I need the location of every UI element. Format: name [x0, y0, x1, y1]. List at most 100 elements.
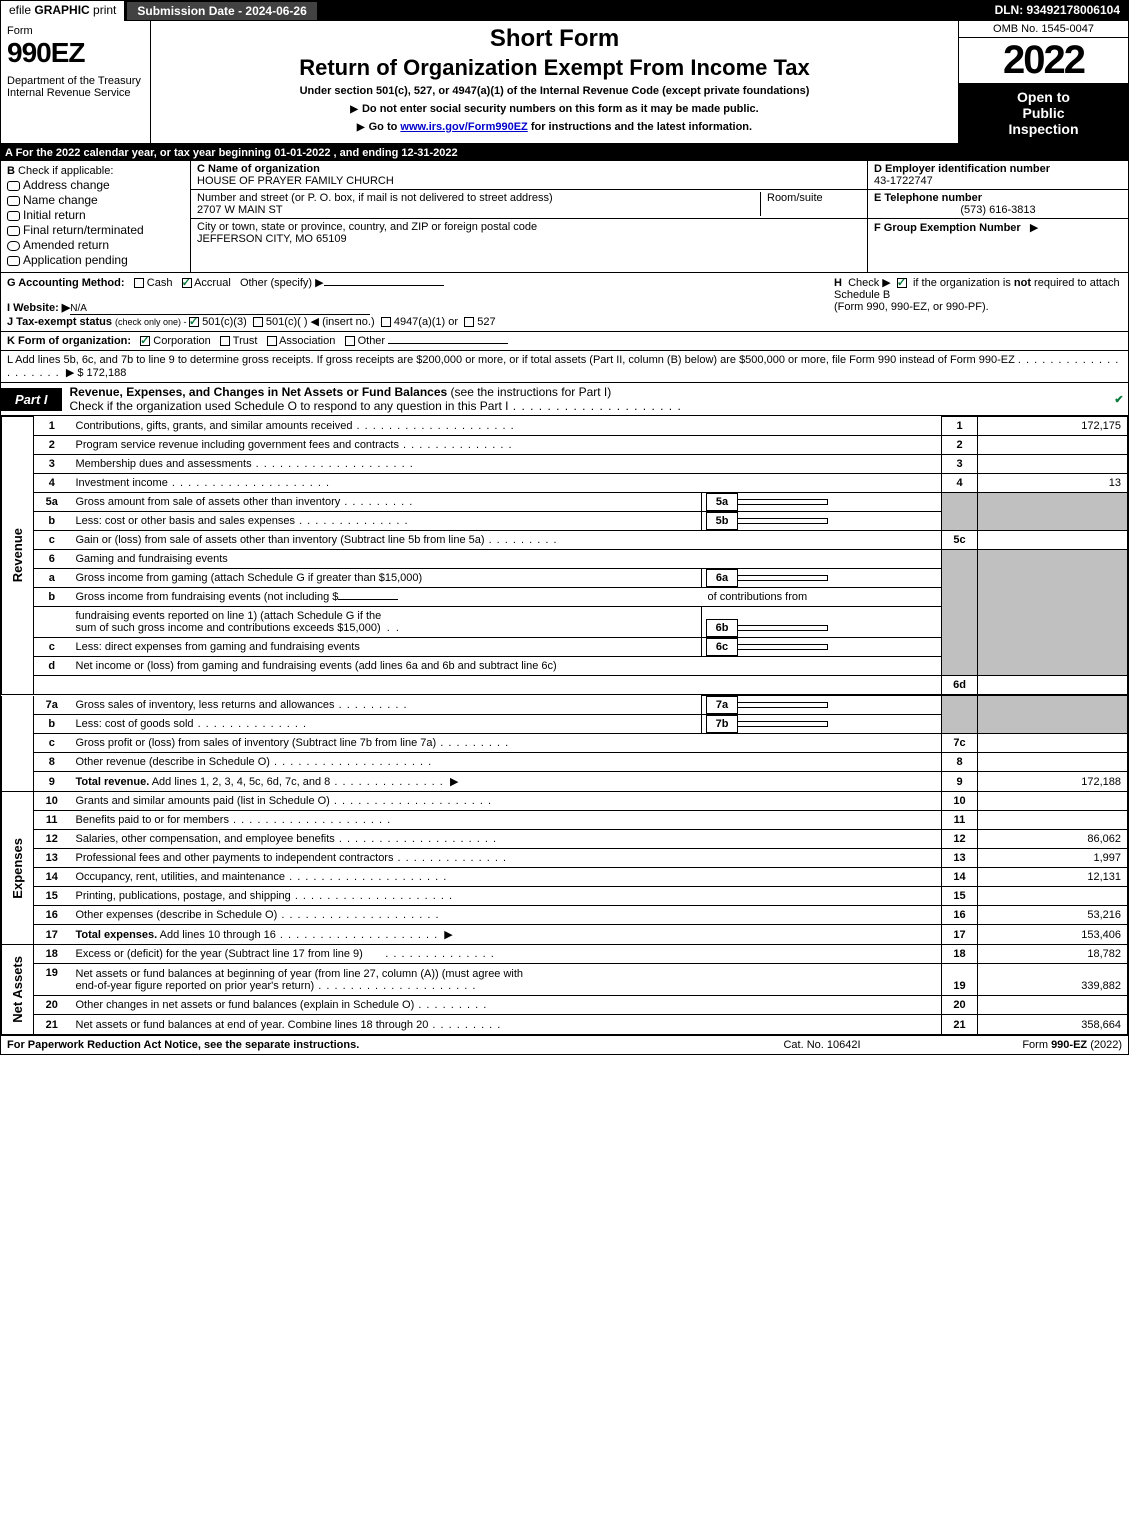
- l6b-num: b: [34, 588, 70, 607]
- efile-prefix: efile: [9, 3, 34, 17]
- cb-final-return[interactable]: Final return/terminated: [7, 223, 184, 237]
- revenue-label: Revenue: [8, 520, 27, 590]
- cb-application-pending[interactable]: Application pending: [7, 253, 184, 267]
- netassets-label: Net Assets: [8, 948, 27, 1031]
- l6b-desc2-cell: of contributions from: [702, 588, 942, 607]
- l19-rnum: 19: [942, 964, 978, 996]
- cb-initial-return[interactable]: Initial return: [7, 208, 184, 222]
- part-i-tab: Part I: [1, 388, 62, 411]
- part-i-checkbox[interactable]: ✔: [1110, 393, 1128, 406]
- k-label: K Form of organization:: [7, 335, 131, 347]
- header-right: OMB No. 1545-0047 2022 Open toPublicInsp…: [958, 21, 1128, 143]
- cb-cash[interactable]: [134, 278, 144, 288]
- cb3-label: Initial return: [23, 208, 86, 222]
- l7a-desc: Gross sales of inventory, less returns a…: [70, 696, 702, 715]
- submission-date: Submission Date - 2024-06-26: [126, 1, 317, 21]
- l7a-subcell: 7a: [702, 696, 942, 715]
- k-opt2: Trust: [233, 335, 258, 347]
- l15-rnum: 15: [942, 887, 978, 906]
- l14-desc-text: Occupancy, rent, utilities, and maintena…: [76, 871, 286, 883]
- l5b-desc-text: Less: cost or other basis and sales expe…: [76, 515, 296, 527]
- row-7a: 7a Gross sales of inventory, less return…: [2, 696, 1128, 715]
- revenue-vlabel2: [2, 696, 34, 792]
- l6b-blank[interactable]: [338, 599, 398, 600]
- cb-corporation[interactable]: [140, 336, 150, 346]
- part-i-dots: [508, 399, 681, 413]
- addr-label: Number and street (or P. O. box, if mail…: [197, 192, 553, 204]
- l5b-subval: [738, 518, 828, 524]
- other-org-input[interactable]: [388, 343, 508, 344]
- l6a-desc: Gross income from gaming (attach Schedul…: [70, 569, 702, 588]
- main-table: Revenue 1 Contributions, gifts, grants, …: [1, 416, 1128, 695]
- l13-amt: 1,997: [978, 849, 1128, 868]
- row-2: 2 Program service revenue including gove…: [2, 436, 1128, 455]
- j-opt2b: ◀ (insert no.): [311, 316, 375, 328]
- l2-desc: Program service revenue including govern…: [70, 436, 942, 455]
- l5a-desc: Gross amount from sale of assets other t…: [70, 493, 702, 512]
- cb-501c[interactable]: [253, 317, 263, 327]
- l5b-subcell: 5b: [702, 512, 942, 531]
- efile-suffix: print: [93, 3, 116, 17]
- cb-address-change[interactable]: Address change: [7, 178, 184, 192]
- efile-bold: GRAPHIC: [34, 3, 93, 17]
- l5-shade2: [978, 493, 1128, 531]
- l15-desc-text: Printing, publications, postage, and shi…: [76, 890, 291, 902]
- l9-desc2: Add lines 1, 2, 3, 4, 5c, 6d, 7c, and 8: [149, 776, 330, 788]
- cb-amended-return[interactable]: Amended return: [7, 238, 184, 252]
- l20-amt: [978, 995, 1128, 1014]
- l5a-sub: 5a: [706, 493, 738, 511]
- revenue-vlabel: Revenue: [2, 417, 34, 695]
- form-990ez-page: efile GRAPHIC print Submission Date - 20…: [0, 0, 1129, 1055]
- cb-trust[interactable]: [220, 336, 230, 346]
- l20-desc: Other changes in net assets or fund bala…: [70, 995, 942, 1014]
- cb-other-org[interactable]: [345, 336, 355, 346]
- l5c-num: c: [34, 531, 70, 550]
- l12-rnum: 12: [942, 830, 978, 849]
- l7b-sub: 7b: [706, 715, 738, 733]
- part-i-header: Part I Revenue, Expenses, and Changes in…: [1, 382, 1128, 416]
- cb-4947[interactable]: [381, 317, 391, 327]
- efile-print[interactable]: efile GRAPHIC print: [1, 1, 126, 21]
- j-label: J Tax-exempt status: [7, 316, 112, 328]
- l14-rnum: 14: [942, 868, 978, 887]
- l7b-subcell: 7b: [702, 715, 942, 734]
- l18-rnum: 18: [942, 945, 978, 964]
- cb-accrual[interactable]: [182, 278, 192, 288]
- l17-rnum: 17: [942, 925, 978, 945]
- footer-right-post: (2022): [1087, 1039, 1122, 1051]
- g-label: G Accounting Method:: [7, 277, 125, 289]
- l1-desc: Contributions, gifts, grants, and simila…: [70, 417, 942, 436]
- l5b-desc: Less: cost or other basis and sales expe…: [70, 512, 702, 531]
- l6-shade2: [978, 550, 1128, 676]
- irs-link[interactable]: www.irs.gov/Form990EZ: [400, 121, 527, 133]
- cb-association[interactable]: [267, 336, 277, 346]
- cb-name-change[interactable]: Name change: [7, 193, 184, 207]
- row-15: 15 Printing, publications, postage, and …: [2, 887, 1128, 906]
- row-12: 12 Salaries, other compensation, and emp…: [2, 830, 1128, 849]
- row-16: 16 Other expenses (describe in Schedule …: [2, 906, 1128, 925]
- other-specify-input[interactable]: [324, 285, 444, 286]
- addr-value: 2707 W MAIN ST: [197, 204, 283, 216]
- l4-desc-text: Investment income: [76, 477, 168, 489]
- l16-desc: Other expenses (describe in Schedule O): [70, 906, 942, 925]
- l7b-subval: [738, 721, 828, 727]
- line-g: G Accounting Method: Cash Accrual Other …: [1, 273, 828, 331]
- b-subtitle: Check if applicable:: [18, 165, 113, 177]
- l21-desc-text: Net assets or fund balances at end of ye…: [76, 1019, 429, 1031]
- part-i-sub: (see the instructions for Part I): [451, 385, 612, 399]
- header-note1: Do not enter social security numbers on …: [155, 103, 954, 115]
- l5c-desc-text: Gain or (loss) from sale of assets other…: [76, 534, 485, 546]
- l14-amt: 12,131: [978, 868, 1128, 887]
- l6a-subcell: 6a: [702, 569, 942, 588]
- cb-schedule-b[interactable]: [897, 278, 907, 288]
- l2-desc-text: Program service revenue including govern…: [76, 439, 399, 451]
- city-value: JEFFERSON CITY, MO 65109: [197, 233, 347, 245]
- cb5-label: Amended return: [23, 238, 109, 252]
- footer-center: Cat. No. 10642I: [722, 1039, 922, 1051]
- l5b-num: b: [34, 512, 70, 531]
- form-title: Return of Organization Exempt From Incom…: [155, 55, 954, 81]
- l3-desc-text: Membership dues and assessments: [76, 458, 252, 470]
- cb-501c3[interactable]: [189, 317, 199, 327]
- group-exemption-row: F Group Exemption Number ▶: [868, 219, 1128, 236]
- cb-527[interactable]: [464, 317, 474, 327]
